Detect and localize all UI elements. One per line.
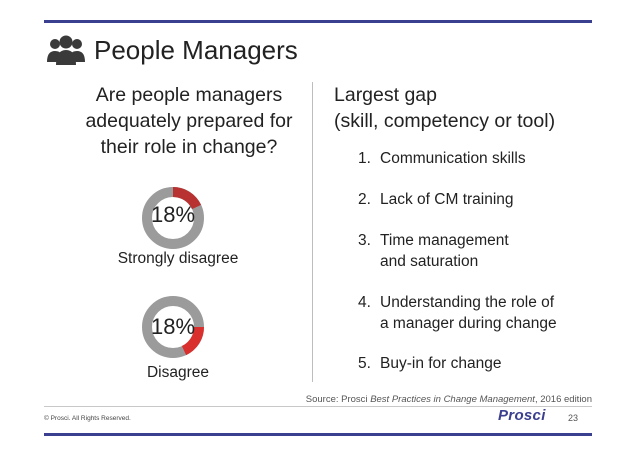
list-number: 4.: [358, 294, 371, 311]
copyright-notice: © Prosci. All Rights Reserved.: [44, 415, 131, 422]
donut-label: Disagree: [146, 364, 210, 381]
list-number: 5.: [358, 355, 371, 372]
bottom-accent-bar: [44, 433, 592, 436]
page-number: 23: [568, 413, 579, 423]
donut-label: Strongly disagree: [117, 250, 239, 267]
donut-chart-strongly-disagree: [142, 187, 204, 249]
donut-value-arc: [142, 187, 204, 249]
donut-percentage: 18%: [150, 202, 196, 227]
column-divider: [312, 82, 313, 382]
donut-value-arc: [142, 296, 204, 358]
list-text: Communication skills: [380, 150, 526, 167]
page-title: People Managers: [94, 34, 298, 65]
title-row: People Managers: [46, 30, 298, 70]
gap-heading-line1: Largest gap: [334, 84, 437, 106]
gap-heading: Largest gap (skill, competency or tool): [334, 82, 555, 134]
gap-heading-line2: (skill, competency or tool): [334, 110, 556, 132]
list-text: Understanding the role of a manager durin…: [380, 294, 557, 332]
donut-chart-disagree: [142, 296, 204, 358]
list-text: Lack of CM training: [380, 191, 514, 208]
list-number: 3.: [358, 232, 371, 249]
donut-percentage: 18%: [150, 314, 196, 339]
people-group-icon: [47, 35, 85, 65]
survey-question: Are people managers adequately prepared …: [85, 84, 293, 158]
footer-divider: [44, 406, 592, 407]
prosci-logo: Prosci: [498, 407, 546, 424]
source-citation: Source: Prosci Best Practices in Change …: [305, 394, 592, 405]
list-text: Buy-in for change: [380, 355, 502, 372]
list-text: Time management and saturation: [380, 232, 509, 270]
list-number: 2.: [358, 191, 371, 208]
list-number: 1.: [358, 150, 371, 167]
top-accent-bar: [44, 20, 592, 23]
